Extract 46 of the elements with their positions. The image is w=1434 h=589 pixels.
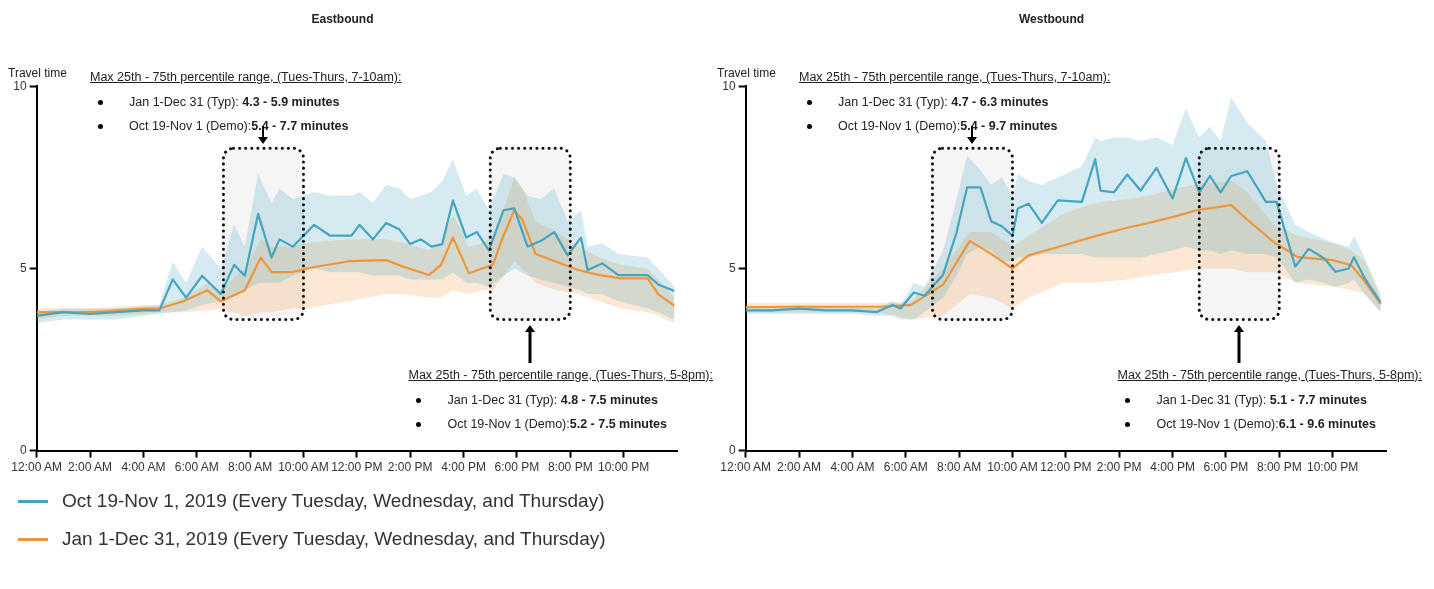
x-tick-label: 8:00 PM [547,460,593,475]
annotation: Jan 1-Dec 31 (Typ): 4.3 - 5.9 minutes [129,95,340,109]
x-tick-label: 6:00 PM [1203,460,1249,475]
x-tick-label: 10:00 PM [597,460,650,475]
text: Max 25th - 75th percentile range, (Tues-Thurs, 7-10am): [799,70,1111,84]
x-tick-label: 12:00 PM [331,460,383,475]
y-tick-label: 0 [728,442,736,457]
annotation: Jan 1-Dec 31 (Typ): 4.8 - 7.5 minutes [447,393,658,407]
x-tick-label: 2:00 PM [1096,460,1142,475]
x-tick-label: 8:00 AM [228,460,273,475]
x-tick-label: 4:00 AM [121,460,166,475]
chart-title: Eastbound [311,11,374,26]
x-tick-label: 2:00 PM [387,460,433,475]
x-tick-label: 4:00 PM [441,460,486,475]
x-tick-label: 10:00 PM [1306,460,1359,475]
text: Max 25th - 75th percentile range, (Tues-Thurs, 7-10am): [90,70,402,84]
legend-label: Oct 19-Nov 1, 2019 (Every Tuesday, Wednesday, and Thursday) [62,490,605,512]
annotation: Oct 19-Nov 1 (Demo):5.2 - 7.5 minutes [447,417,667,431]
y-tick-label: 0 [19,442,27,457]
annotation: Max 25th - 75th percentile range, (Tues-Thurs, 5-8pm): [408,368,713,382]
x-tick-label: 4:00 AM [830,460,875,475]
legend-label: Jan 1-Dec 31, 2019 (Every Tuesday, Wednesday, and Thursday) [62,528,606,550]
y-axis-title: Travel time [717,66,776,80]
x-tick-label: 6:00 PM [494,460,540,475]
annotation: Max 25th - 75th percentile range, (Tues-Thurs, 5-8pm): [1117,368,1422,382]
x-tick-label: 4:00 PM [1150,460,1195,475]
x-tick-label: 10:00 AM [987,460,1038,475]
x-tick-label: 6:00 AM [883,460,928,475]
annotation: Oct 19-Nov 1 (Demo):6.1 - 9.6 minutes [1156,417,1376,431]
x-tick-label: 12:00 AM [720,460,772,475]
annotation: Jan 1-Dec 31 (Typ): 4.7 - 6.3 minutes [838,95,1049,109]
y-tick-label: 5 [19,260,27,275]
y-axis-title: Travel time [8,66,67,80]
y-tick-label: 10 [13,78,27,93]
y-tick-label: 10 [722,78,736,93]
x-tick-label: 10:00 AM [278,460,329,475]
y-tick-label: 5 [728,260,736,275]
x-tick-label: 8:00 AM [937,460,982,475]
x-tick-label: 8:00 PM [1256,460,1302,475]
x-tick-label: 6:00 AM [174,460,219,475]
x-tick-label: 12:00 AM [11,460,63,475]
annotation: Jan 1-Dec 31 (Typ): 5.1 - 7.7 minutes [1156,393,1367,407]
x-tick-label: 2:00 AM [777,460,822,475]
x-tick-label: 12:00 PM [1040,460,1092,475]
chart-title: Westbound [1018,11,1085,26]
x-tick-label: 2:00 AM [68,460,113,475]
